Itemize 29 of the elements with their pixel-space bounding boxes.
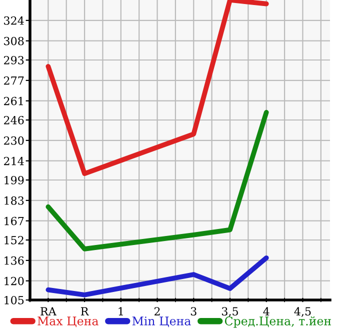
y-tick-label: 293	[4, 56, 24, 64]
y-tick-label: 183	[4, 196, 24, 205]
y-tick-label: 261	[4, 96, 23, 106]
x-tick-label: 4,5	[294, 307, 311, 317]
line-series	[46, 255, 269, 298]
y-tick-label: 136	[4, 256, 24, 265]
x-tick-label: 2	[154, 307, 160, 316]
x-tick-label: R	[80, 307, 89, 316]
x-tick-label: 4	[263, 307, 270, 316]
line-series	[46, 110, 269, 252]
legend-label: Min Цена	[132, 316, 191, 328]
y-tick-label: 214	[4, 156, 24, 166]
y-tick-label: 246	[4, 116, 24, 124]
y-tick-label: 167	[4, 216, 24, 226]
y-tick-label: 105	[4, 296, 24, 304]
y-tick-label: 120	[4, 276, 24, 286]
legend-label: Max Цена	[38, 316, 98, 328]
y-tick-label: 308	[4, 36, 24, 46]
x-tick-label: 3	[190, 307, 196, 316]
x-tick-label: 1	[118, 307, 123, 316]
y-tick-label: 230	[4, 136, 24, 145]
y-tick-label: 324	[4, 16, 24, 25]
x-tick-label: RA	[40, 307, 56, 316]
line-series	[46, 0, 269, 176]
x-tick-label: 3,5	[222, 307, 238, 317]
y-tick-label: 152	[4, 236, 24, 244]
y-tick-label: 199	[4, 176, 24, 184]
legend-label: Сред.Цена, т.йен	[224, 316, 331, 328]
y-tick-label: 277	[4, 76, 24, 85]
